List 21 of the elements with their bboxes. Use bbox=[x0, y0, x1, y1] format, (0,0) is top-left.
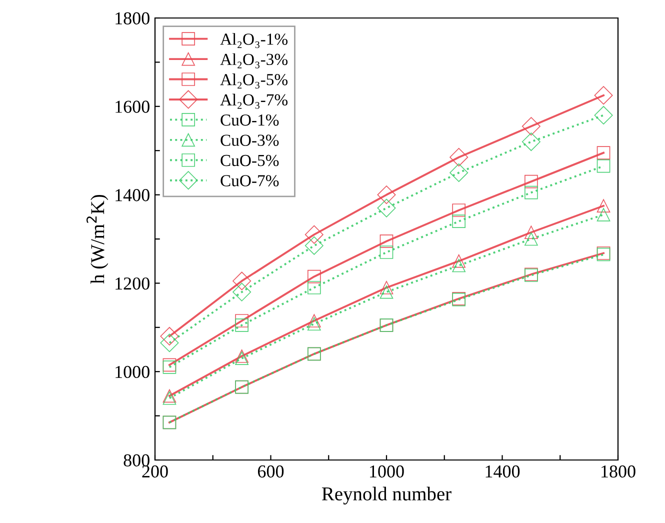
y-tick-label: 1000 bbox=[116, 366, 150, 378]
y-tick-label: 1200 bbox=[116, 277, 150, 290]
y-tick-label: 1600 bbox=[116, 100, 150, 113]
legend-label: CuO-5% bbox=[220, 154, 279, 166]
y-tick-label: 800 bbox=[124, 454, 150, 466]
legend-label: CuO-1% bbox=[220, 114, 279, 126]
x-axis-title: Reynold number bbox=[322, 486, 452, 504]
legend-label: CuO-3% bbox=[220, 134, 279, 146]
x-tick-label: 1400 bbox=[486, 465, 520, 478]
y-tick-label: 1400 bbox=[116, 189, 150, 202]
y-axis-title: h (W/m$^{2}$K) bbox=[86, 194, 108, 284]
legend-label: Al₂O₃-5% bbox=[220, 74, 288, 89]
x-tick-label: 600 bbox=[258, 465, 284, 478]
legend-label: CuO-7% bbox=[220, 175, 279, 186]
y-tick-label: 1800 bbox=[116, 12, 150, 24]
legend-label: Al₂O₃-1% bbox=[220, 33, 288, 48]
legend-label: Al₂O₃-3% bbox=[220, 53, 288, 68]
x-tick-label: 1000 bbox=[370, 465, 404, 478]
x-tick-label: 200 bbox=[142, 465, 168, 478]
legend-label: Al₂O₃-7% bbox=[220, 94, 288, 109]
x-tick-label: 1800 bbox=[602, 465, 636, 478]
